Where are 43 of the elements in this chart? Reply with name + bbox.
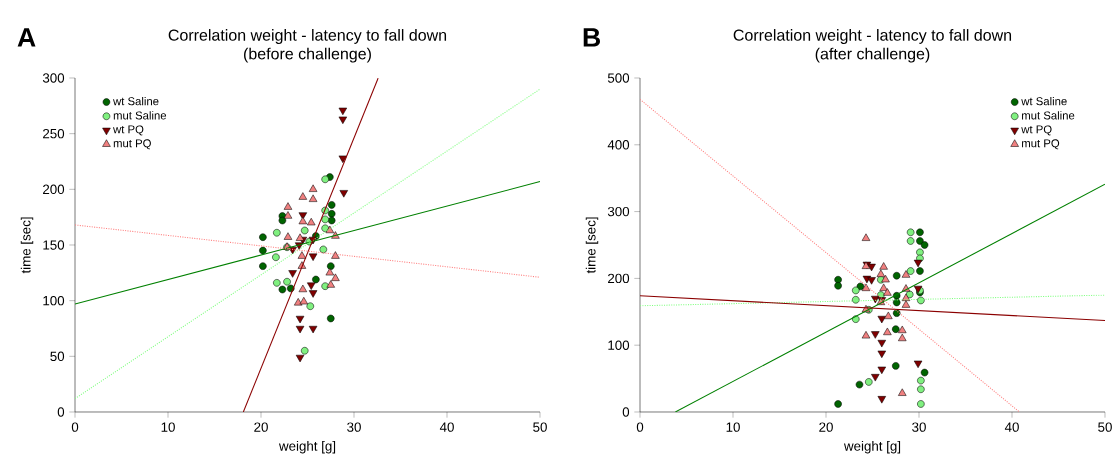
y-tick-label: 400	[607, 140, 630, 150]
legend-label: mut PQ	[113, 139, 151, 150]
x-tick-label: 50	[533, 422, 547, 432]
legend-label: mut Saline	[1022, 111, 1075, 120]
y-tick-label: 100	[43, 295, 65, 306]
x-tick-label: 10	[726, 422, 740, 432]
y-tick-label: 50	[50, 351, 65, 362]
legend-label: wt PQ	[1021, 125, 1052, 136]
y-axis-title: time [sec]	[585, 217, 599, 274]
x-tick-label: 50	[1098, 422, 1112, 432]
x-tick-label: 30	[347, 422, 361, 432]
legend-label: mut PQ	[1022, 139, 1060, 150]
x-tick-label: 40	[1004, 422, 1019, 432]
y-tick-label: 300	[607, 206, 630, 217]
chart-subtitle: (after challenge)	[815, 47, 930, 63]
x-tick-label: 0	[71, 422, 79, 432]
x-tick-label: 0	[636, 422, 644, 432]
y-tick-label: 0	[57, 407, 65, 417]
text: B	[583, 28, 600, 47]
y-tick-label: 200	[43, 184, 65, 195]
x-axis-title: weight [g]	[843, 440, 901, 454]
chart-title: Correlation weight - latency to fall down	[733, 29, 1012, 44]
chart-title: Correlation weight - latency to fall down	[168, 29, 447, 44]
y-tick-label: 250	[43, 128, 65, 139]
legend-label: wt PQ	[113, 125, 144, 136]
x-axis-title: weight [g]	[278, 440, 336, 454]
x-tick-label: 20	[254, 422, 268, 432]
y-tick-label: 150	[43, 240, 65, 250]
y-axis-title: time [sec]	[20, 217, 34, 274]
y-tick-label: 100	[608, 340, 630, 350]
legend-label: mut Saline	[113, 111, 167, 120]
y-tick-label: 300	[42, 73, 65, 83]
y-tick-label: 0	[622, 407, 630, 417]
y-tick-label: 200	[608, 273, 630, 284]
legend-label: wt Saline	[113, 96, 159, 106]
x-tick-label: 40	[439, 422, 454, 432]
chart-subtitle: (before challenge)	[244, 47, 371, 63]
text: A	[17, 28, 36, 47]
legend-label: wt Saline	[1021, 96, 1067, 106]
x-tick-label: 10	[161, 422, 175, 432]
x-tick-label: 30	[912, 422, 926, 432]
x-tick-label: 20	[819, 422, 833, 432]
y-tick-label: 500	[607, 73, 630, 83]
